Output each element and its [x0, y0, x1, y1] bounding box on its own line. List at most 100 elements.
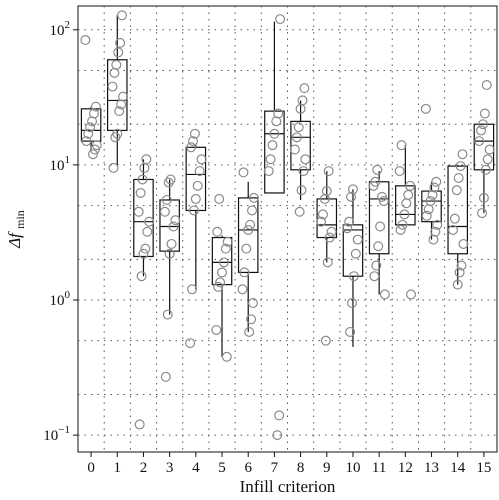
- data-point: [399, 209, 410, 220]
- x-tick-label: 7: [271, 460, 279, 476]
- data-point: [160, 371, 171, 382]
- x-tick-label: 9: [323, 460, 331, 476]
- data-point: [484, 144, 495, 155]
- data-point: [241, 243, 252, 254]
- data-point: [430, 226, 441, 237]
- data-point: [187, 136, 198, 147]
- y-axis-title-sub: min: [13, 210, 27, 229]
- data-point: [188, 205, 199, 216]
- data-point: [246, 314, 257, 325]
- data-point: [347, 298, 358, 309]
- data-point: [192, 180, 203, 191]
- data-point: [478, 192, 489, 203]
- data-point: [348, 271, 359, 282]
- data-point: [115, 37, 126, 48]
- data-point: [245, 219, 256, 230]
- data-point: [90, 101, 101, 112]
- box-layer: [80, 15, 495, 357]
- data-point: [217, 267, 228, 278]
- y-tick-label: 101: [50, 154, 71, 174]
- data-point: [324, 232, 335, 243]
- data-point: [395, 224, 406, 235]
- data-point: [432, 219, 443, 230]
- data-point: [218, 257, 229, 268]
- data-point: [164, 248, 175, 259]
- data-point: [214, 193, 225, 204]
- y-tick-label: 10−1: [43, 424, 70, 444]
- data-point: [321, 186, 332, 197]
- data-point: [139, 162, 150, 173]
- data-point: [185, 338, 196, 349]
- y-tick-base: 10: [50, 23, 65, 39]
- data-point: [375, 221, 386, 232]
- y-axis-title-main: Δf: [5, 231, 24, 249]
- data-point: [244, 326, 255, 337]
- data-point: [428, 234, 439, 245]
- data-point: [342, 223, 353, 234]
- x-tick-label: 2: [140, 460, 148, 476]
- data-point: [447, 224, 458, 235]
- x-tick-label: 1: [114, 460, 122, 476]
- data-point: [300, 154, 311, 165]
- data-point: [293, 122, 304, 133]
- y-tick-base: 10: [50, 293, 65, 309]
- data-point: [267, 140, 278, 151]
- data-point: [476, 125, 487, 136]
- data-point: [379, 289, 390, 300]
- data-point: [275, 14, 286, 25]
- data-point: [168, 221, 179, 232]
- data-point: [247, 298, 258, 309]
- data-point: [319, 193, 330, 204]
- data-point: [117, 10, 128, 21]
- data-point: [116, 99, 127, 110]
- y-tick-exponent: 0: [65, 289, 71, 301]
- x-tick-label: 11: [372, 460, 386, 476]
- data-point: [213, 281, 224, 292]
- data-point: [431, 176, 442, 187]
- data-point: [322, 257, 333, 268]
- box-iqr: [290, 120, 311, 171]
- box-iqr: [133, 178, 154, 258]
- y-tick-label: 102: [50, 19, 71, 39]
- y-tick-label: 100: [50, 289, 71, 309]
- data-point: [163, 177, 174, 188]
- data-point: [189, 128, 200, 139]
- data-point: [396, 140, 407, 151]
- data-point: [326, 226, 337, 237]
- data-point: [451, 185, 462, 196]
- box-iqr: [185, 146, 207, 212]
- y-axis-title: Δf min: [5, 210, 27, 249]
- data-point: [162, 309, 173, 320]
- data-point: [170, 215, 181, 226]
- data-point: [85, 122, 96, 133]
- data-point: [350, 248, 361, 259]
- data-point: [187, 284, 198, 295]
- box-group-8: [290, 100, 311, 200]
- data-point: [369, 271, 380, 282]
- data-point: [456, 260, 467, 271]
- data-point: [137, 174, 148, 185]
- box-group-1: [106, 15, 128, 165]
- data-point: [239, 267, 250, 278]
- data-point: [452, 279, 463, 290]
- data-point: [248, 192, 259, 203]
- data-point: [345, 326, 356, 337]
- x-tick-label: 5: [218, 460, 226, 476]
- x-tick-label: 12: [398, 460, 413, 476]
- data-point: [482, 154, 493, 165]
- data-point: [83, 128, 94, 139]
- data-point: [368, 180, 379, 191]
- data-point: [190, 193, 201, 204]
- data-point: [405, 180, 416, 191]
- data-point: [372, 164, 383, 175]
- data-point: [480, 164, 491, 175]
- data-point: [220, 243, 231, 254]
- data-point: [114, 106, 125, 117]
- data-point: [247, 205, 258, 216]
- data-point: [107, 81, 118, 92]
- data-point: [403, 189, 414, 200]
- data-point: [406, 289, 417, 300]
- data-point: [317, 209, 328, 220]
- data-point: [87, 149, 98, 160]
- box-group-14: [447, 164, 469, 285]
